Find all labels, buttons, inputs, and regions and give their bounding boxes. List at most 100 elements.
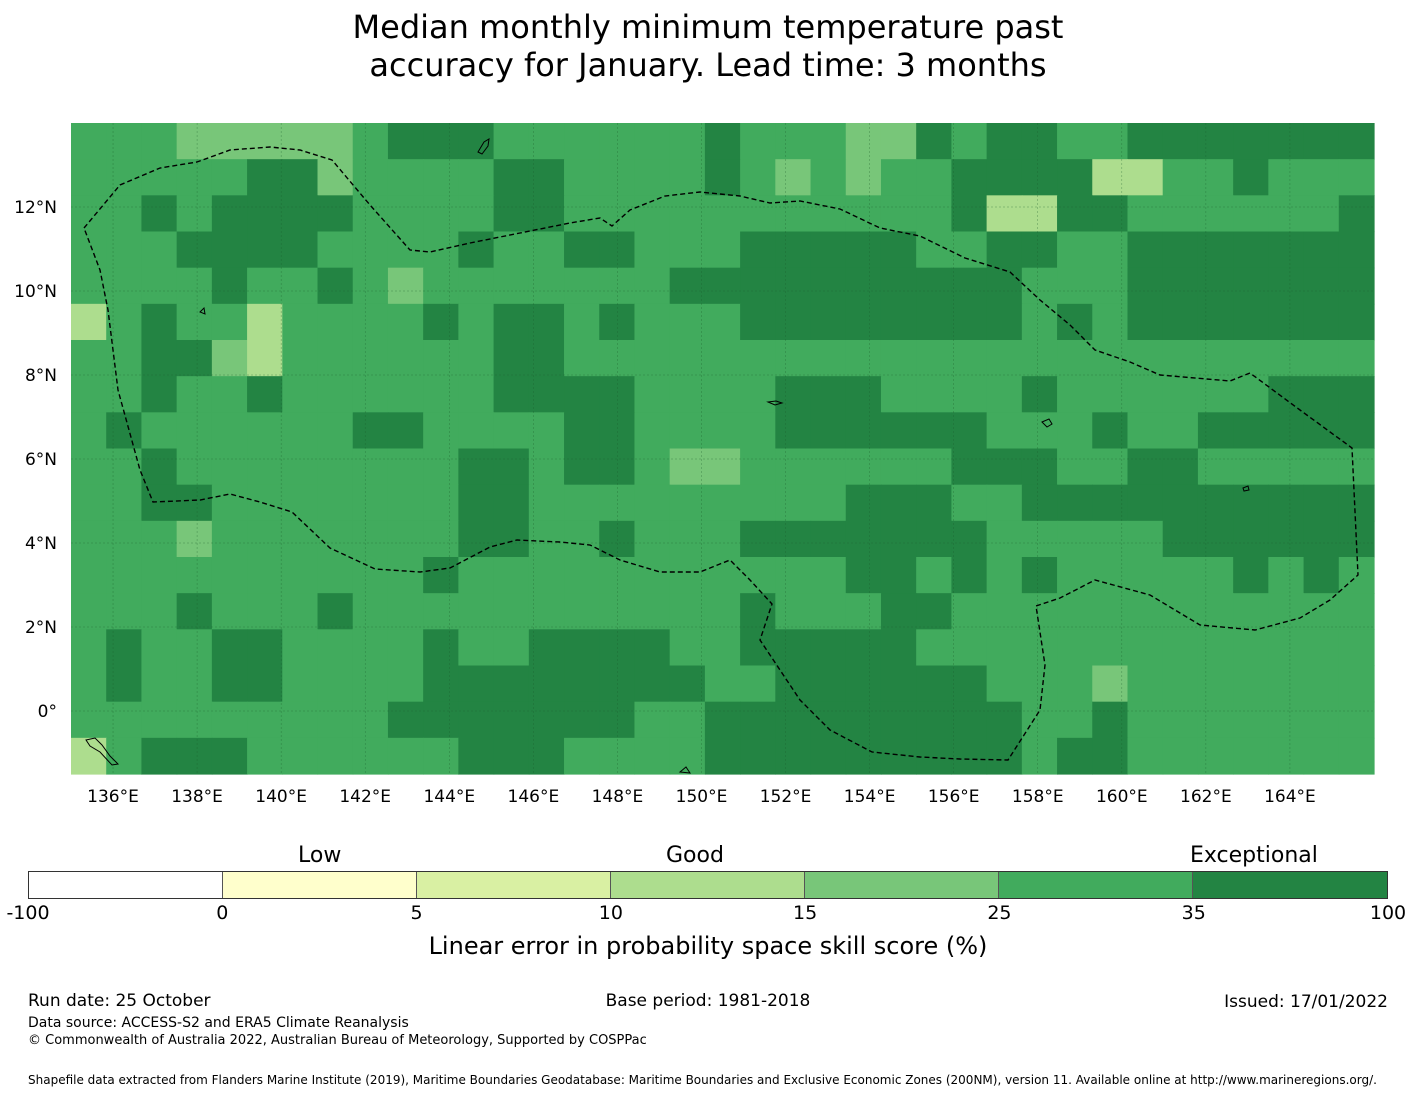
heatmap-cell (247, 629, 283, 667)
heatmap-cell (1092, 340, 1129, 377)
heatmap-cell (845, 448, 882, 486)
heatmap-cell (1057, 412, 1093, 450)
heatmap-cell (880, 159, 917, 196)
heatmap-cell (916, 303, 953, 341)
colorbar-segment (805, 872, 999, 898)
heatmap-cell (211, 629, 248, 667)
heatmap-cell (564, 340, 600, 377)
heatmap-cell (141, 412, 178, 450)
heatmap-cell (528, 267, 565, 305)
heatmap-cell (423, 412, 459, 450)
chart-title-line-2: accuracy for January. Lead time: 3 month… (369, 46, 1047, 84)
heatmap-cell (1338, 267, 1375, 305)
heatmap-cell (1021, 195, 1058, 233)
heatmap-cell (599, 195, 636, 233)
heatmap-cell (1338, 737, 1375, 775)
heatmap-cell (704, 195, 741, 233)
heatmap-cell (599, 340, 636, 377)
heatmap-cell (634, 629, 671, 667)
heatmap-cell (1092, 195, 1129, 233)
heatmap-cell (141, 593, 178, 630)
heatmap-cell (1057, 629, 1093, 667)
latitude-axis-labels: 12°N 10°N 8°N 6°N 4°N 2°N 0° (14, 198, 57, 722)
heatmap-cell (493, 557, 530, 594)
heatmap-cell (1268, 557, 1305, 594)
heatmap-cell (1338, 303, 1375, 341)
heatmap-cell (1021, 159, 1058, 196)
heatmap-cell (528, 484, 565, 522)
heatmap-cell (282, 484, 319, 522)
heatmap-cell (810, 737, 847, 775)
heatmap-cell (669, 737, 706, 775)
heatmap-cell (1268, 737, 1305, 775)
heatmap-cell (634, 665, 671, 703)
heatmap-cell (1197, 593, 1234, 630)
longitude-tick-label: 152°E (760, 787, 812, 807)
heatmap-cell (282, 231, 319, 269)
heatmap-cell (951, 267, 988, 305)
heatmap-cell (1233, 231, 1269, 269)
heatmap-cell (247, 448, 283, 486)
heatmap-cell (387, 159, 424, 196)
heatmap-cell (247, 340, 283, 377)
heatmap-cell (1092, 267, 1129, 305)
heatmap-cell (176, 629, 213, 667)
heatmap-cell (1057, 701, 1093, 739)
island-guam (477, 138, 490, 155)
heatmap-cell (282, 665, 319, 703)
heatmap-cell (1162, 557, 1199, 594)
heatmap-cell (775, 520, 812, 558)
heatmap-cell (211, 303, 248, 341)
heatmap-cell (704, 484, 741, 522)
heatmap-cell (1057, 195, 1093, 233)
heatmap-cell (211, 123, 248, 160)
heatmap-cell (951, 195, 988, 233)
heatmap-cell (634, 412, 671, 450)
heatmap-cell (211, 557, 248, 594)
heatmap-cell (458, 231, 495, 269)
heatmap-cell (951, 665, 988, 703)
map-gridlines (71, 123, 1374, 774)
heatmap-cell (106, 412, 143, 450)
heatmap-cell (71, 701, 107, 739)
heatmap-cell (423, 557, 459, 594)
heatmap-cell (387, 303, 424, 341)
heatmap-cell (176, 340, 213, 377)
heatmap-cell (704, 629, 741, 667)
heatmap-cell (1162, 195, 1199, 233)
heatmap-cell (1162, 520, 1199, 558)
longitude-tick-label: 154°E (844, 787, 896, 807)
heatmap-cell (211, 412, 248, 450)
heatmap-cell (845, 267, 882, 305)
heatmap-cell (1127, 195, 1164, 233)
heatmap-cell (211, 520, 248, 558)
heatmap-cell (317, 267, 354, 305)
heatmap-cell (352, 520, 389, 558)
heatmap-cell (528, 629, 565, 667)
heatmap-cell (1162, 701, 1199, 739)
heatmap-cell (951, 629, 988, 667)
heatmap-cell (247, 123, 283, 160)
heatmap-cell (740, 159, 776, 196)
run-date: Run date: 25 October (28, 991, 211, 1011)
heatmap-cell (1021, 737, 1058, 775)
heatmap-cell (176, 376, 213, 413)
heatmap-cell (880, 448, 917, 486)
heatmap-cell (740, 593, 776, 630)
heatmap-cell (1127, 231, 1164, 269)
island-kosrae (1242, 485, 1250, 492)
eez-boundary-line (83, 146, 1359, 761)
heatmap-cell (493, 340, 530, 377)
heatmap-cell (1233, 484, 1269, 522)
heatmap-cell (1303, 593, 1340, 630)
heatmap-cell (845, 557, 882, 594)
heatmap-cell (1233, 159, 1269, 196)
heatmap-cell (740, 737, 776, 775)
heatmap-cell (423, 303, 459, 341)
heatmap-cell (845, 303, 882, 341)
heatmap-cell (740, 412, 776, 450)
heatmap-cell (247, 701, 283, 739)
heatmap-cell (387, 557, 424, 594)
heatmap-cell (106, 484, 143, 522)
heatmap-cell (528, 303, 565, 341)
